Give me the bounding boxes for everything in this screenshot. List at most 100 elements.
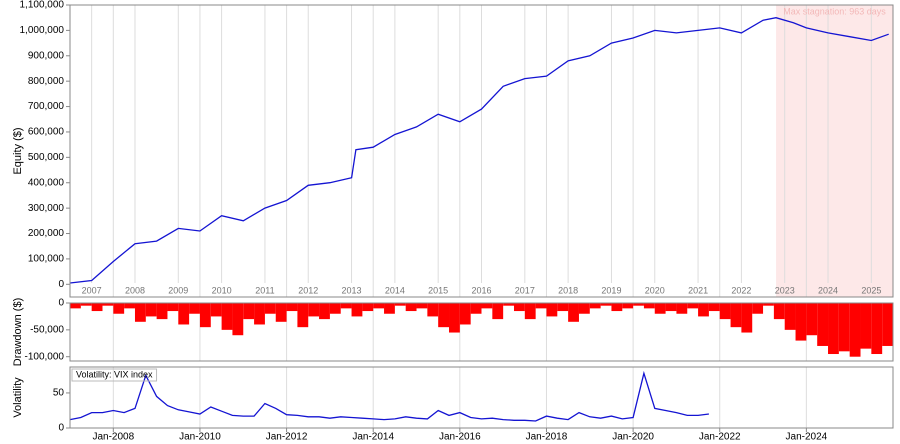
drawdown-bar (438, 303, 450, 328)
drawdown-bar (578, 303, 590, 314)
x-tick-label: 2023 (775, 285, 795, 295)
x-tick-label: 2015 (428, 285, 448, 295)
x-tick-label: Jan-2012 (266, 432, 308, 443)
x-tick-label: 2010 (212, 285, 232, 295)
drawdown-bar (871, 303, 883, 355)
drawdown-bar (503, 303, 514, 306)
drawdown-bar (600, 303, 612, 306)
drawdown-bar (654, 303, 666, 314)
drawdown-bar (633, 303, 644, 306)
drawdown-bar (708, 303, 720, 312)
y-tick-label: 400,000 (28, 177, 65, 188)
drawdown-bar (394, 303, 406, 306)
drawdown-bar (524, 303, 536, 320)
drawdown-bar (860, 303, 872, 349)
drawdown-bar (405, 303, 417, 312)
x-tick-label: 2019 (601, 285, 621, 295)
drawdown-bar (611, 303, 623, 312)
y-axis-label: Volatility (12, 377, 24, 418)
drawdown-bar (513, 303, 525, 312)
legend-label: Volatility: VIX index (76, 369, 153, 379)
y-tick-label: -50,000 (30, 324, 64, 335)
drawdown-bar (557, 303, 569, 312)
drawdown-bar (308, 303, 320, 317)
y-tick-label: 900,000 (28, 50, 65, 61)
x-tick-label: 2025 (861, 285, 881, 295)
drawdown-bar (373, 303, 385, 309)
x-tick-label: 2016 (471, 285, 491, 295)
x-tick-label: Jan-2024 (786, 432, 828, 443)
drawdown-bar (838, 303, 850, 352)
y-tick-label: 0 (58, 298, 64, 309)
drawdown-bar (329, 303, 341, 314)
stagnation-region (776, 5, 893, 297)
drawdown-bar (297, 303, 309, 328)
y-tick-label: 0 (58, 423, 64, 434)
drawdown-bar (340, 303, 352, 309)
drawdown-bar (351, 303, 363, 317)
drawdown-bar (492, 303, 504, 320)
annotation: Max stagnation: 963 days (783, 6, 886, 16)
drawdown-bar (189, 303, 200, 314)
drawdown-bar (243, 303, 255, 320)
y-tick-label: 800,000 (28, 76, 65, 87)
y-tick-label: -100,000 (25, 351, 65, 362)
drawdown-bar (264, 303, 276, 314)
drawdown-bar (817, 303, 829, 346)
drawdown-bar (362, 303, 374, 312)
x-tick-label: 2020 (645, 285, 665, 295)
plot-frame (69, 366, 894, 429)
drawdown-bar (763, 303, 774, 306)
drawdown-bar (546, 303, 558, 317)
x-tick-label: 2017 (515, 285, 535, 295)
drawdown-bar (752, 303, 764, 314)
drawdown-bar (784, 303, 796, 330)
drawdown-bar (210, 303, 222, 317)
drawdown-bar (470, 303, 482, 314)
x-tick-label: 2007 (82, 285, 102, 295)
drawdown-bar (568, 303, 579, 322)
drawdown-bar (167, 303, 179, 312)
drawdown-bar (427, 303, 439, 317)
drawdown-bar (535, 303, 547, 309)
y-tick-label: 100,000 (28, 254, 65, 265)
plot-background (70, 367, 893, 428)
x-tick-label: 2013 (342, 285, 362, 295)
x-tick-label: 2012 (298, 285, 318, 295)
x-tick-label: Jan-2008 (92, 432, 134, 443)
drawdown-bar (254, 303, 265, 325)
drawdown-bar (741, 303, 753, 333)
legend-box (71, 368, 158, 382)
plot-frame (69, 302, 894, 362)
y-tick-label: 500,000 (28, 152, 65, 163)
drawdown-bar (232, 303, 244, 336)
drawdown-bar (80, 303, 92, 306)
drawdown-bar (145, 303, 157, 317)
drawdown-bar (849, 303, 861, 357)
drawdown-bar (449, 303, 460, 333)
series-line (69, 370, 709, 422)
x-tick-label: 2022 (731, 285, 751, 295)
y-tick-label: 200,000 (28, 228, 65, 239)
x-tick-label: Jan-2016 (439, 432, 481, 443)
x-tick-label: Jan-2010 (179, 432, 221, 443)
drawdown-bar (795, 303, 807, 341)
x-tick-label: 2008 (125, 285, 145, 295)
y-tick-label: 50 (53, 388, 65, 399)
drawdown-bar (319, 303, 330, 320)
x-tick-label: 2024 (818, 285, 838, 295)
drawdown-bar (698, 303, 709, 317)
y-tick-label: 0 (58, 279, 64, 290)
y-tick-label: 1,100,000 (20, 0, 65, 11)
equity-line (69, 17, 889, 284)
drawdown-bar (665, 303, 677, 312)
drawdown-bar (481, 303, 493, 309)
drawdown-bar (134, 303, 146, 322)
drawdown-bar (622, 303, 634, 309)
drawdown-bar (275, 303, 287, 322)
y-tick-label: 600,000 (28, 127, 65, 138)
drawdown-bar (643, 303, 655, 309)
drawdown-bar (459, 303, 471, 325)
y-axis-label: Drawdown ($) (12, 298, 24, 366)
